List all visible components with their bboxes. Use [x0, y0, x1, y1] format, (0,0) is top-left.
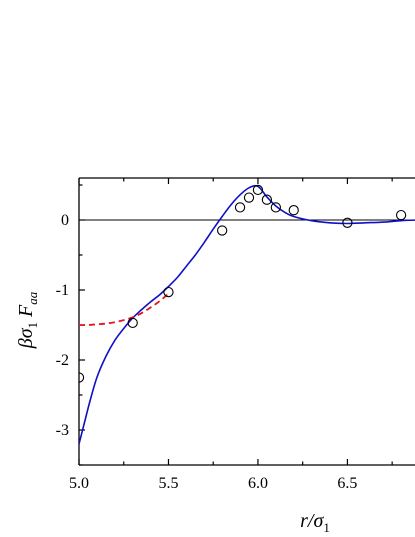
data-point — [217, 225, 228, 236]
data-point — [163, 286, 174, 298]
data-point — [243, 192, 255, 203]
data-point — [395, 209, 407, 221]
data-point — [270, 202, 281, 213]
data-point — [234, 202, 246, 213]
x-tick-label: 5.5 — [158, 475, 178, 492]
data-point — [127, 317, 138, 329]
data-point — [261, 194, 273, 205]
y-tick-label: -2 — [56, 352, 69, 369]
data-point — [79, 372, 85, 383]
y-tick-label: -1 — [56, 282, 69, 299]
x-tick-label: 6.0 — [248, 475, 268, 492]
data-point — [342, 217, 353, 228]
x-axis-title: r/σ1 — [300, 510, 330, 535]
x-tick-label: 6.5 — [337, 475, 357, 492]
y-tick-label: -3 — [56, 422, 69, 439]
dashed-series-line — [79, 292, 170, 326]
data-point — [252, 184, 264, 196]
y-axis-title: βσ1Faa — [15, 291, 40, 349]
plot-area — [79, 184, 415, 445]
y-tick-label: 0 — [61, 212, 69, 229]
solid-series-line — [79, 184, 415, 445]
plot-frame — [78, 177, 415, 466]
x-tick-label: 5.0 — [69, 475, 89, 492]
data-point — [288, 205, 299, 216]
ticks: 5.0 5.5 6.0 6.5 -3 -2 -1 0 — [56, 178, 393, 492]
